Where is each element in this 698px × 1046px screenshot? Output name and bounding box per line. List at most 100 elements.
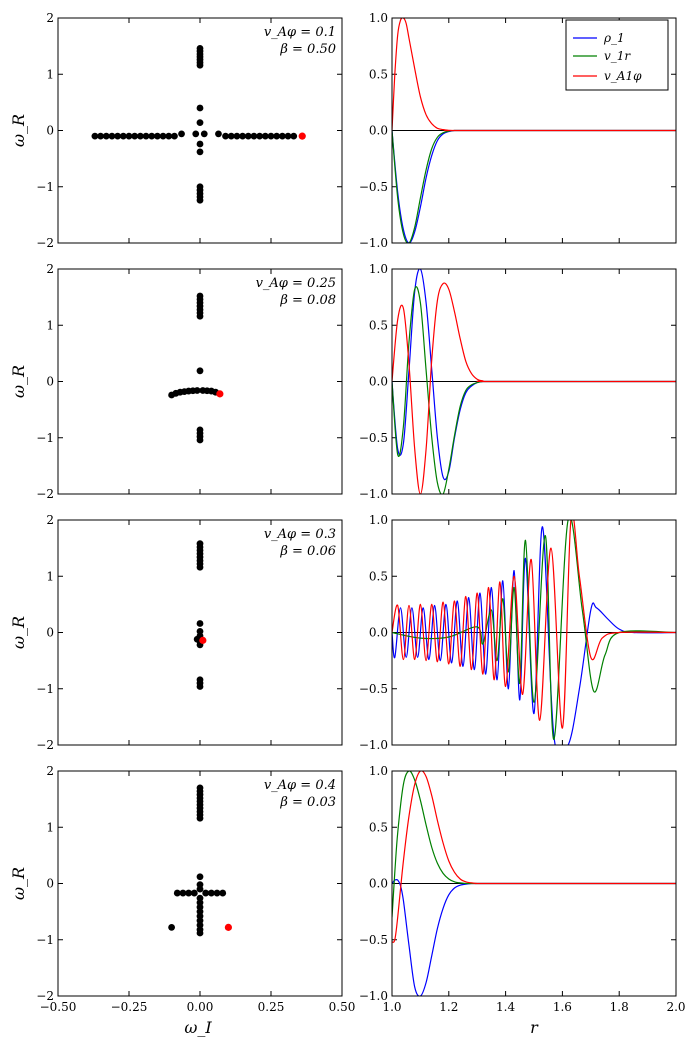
- annotation-valfven: v_Aφ = 0.4: [264, 778, 336, 793]
- y-tick-label: 0.5: [369, 569, 388, 583]
- y-tick-label: 2: [46, 262, 54, 276]
- eigenvalue-point: [193, 387, 201, 394]
- axes-frame: [391, 770, 677, 997]
- axes-frame: [391, 268, 677, 495]
- annotation-beta: β = 0.08: [279, 293, 336, 308]
- selected-eigenvalue-point: [216, 390, 224, 398]
- series-line: [392, 771, 676, 918]
- eigenvalue-point: [233, 132, 241, 140]
- y-axis-label: ω_R: [9, 114, 28, 147]
- eigenvalue-point: [196, 929, 204, 937]
- y-tick-label: −2: [36, 236, 54, 250]
- y-tick-label: 0.0: [369, 877, 388, 891]
- eigenvalue-point: [91, 132, 99, 140]
- x-tick-label: 1.0: [382, 1000, 401, 1014]
- series-line: [392, 878, 676, 996]
- x-tick-label: 2.0: [666, 1000, 685, 1014]
- eigenvalue-point: [168, 923, 176, 931]
- y-tick-label: −2: [36, 738, 54, 752]
- eigenvalue-point: [284, 132, 292, 140]
- eigenvalue-point: [196, 683, 204, 690]
- x-tick-label: −0.50: [40, 1000, 77, 1014]
- y-tick-label: −2: [36, 989, 54, 1003]
- eigenvalue-point: [102, 132, 110, 140]
- eigenvalue-point: [196, 140, 204, 148]
- row3-right-panel: −1.0 −0.5 0.0 0.5 1.0: [359, 513, 677, 752]
- eigenvalue-point: [196, 563, 204, 571]
- eigenvalue-point: [273, 132, 281, 140]
- right-x-axis-label: r: [530, 1018, 539, 1037]
- row4-right-panel: 1.0 1.2 1.4 1.6 1.8 2.0 −1.0 −0.5 0.0 0.5 1.0: [359, 764, 686, 1014]
- axes-frame: [391, 17, 677, 244]
- y-tick-label: 0.0: [369, 124, 388, 138]
- y-tick-label: 0: [46, 877, 54, 891]
- x-tick-label: 1.8: [610, 1000, 629, 1014]
- eigenvalue-point: [148, 132, 156, 140]
- series-line: [392, 520, 676, 729]
- axes-frame: [57, 770, 343, 997]
- y-tick-label: −1.0: [359, 236, 388, 250]
- eigenvalue-point: [119, 132, 127, 140]
- eigenvalue-point: [154, 132, 161, 140]
- y-tick-label: 0.5: [369, 318, 388, 332]
- eigenvalue-point: [200, 130, 208, 138]
- annotation-valfven: v_Aφ = 0.3: [264, 527, 336, 542]
- row2-left-panel: −2 −1 0 1 2 ω_R v_Aφ = 0.25 β = 0.08: [9, 262, 343, 501]
- y-tick-label: 0.5: [369, 820, 388, 834]
- eigenvalue-point: [136, 132, 144, 140]
- eigenvalue-point: [196, 814, 204, 822]
- eigenvalue-point: [173, 889, 181, 897]
- y-tick-label: −1: [36, 933, 54, 947]
- eigenvalue-point: [196, 148, 204, 156]
- x-tick-label: 0.25: [258, 1000, 285, 1014]
- series-line: [392, 18, 676, 132]
- y-tick-label: 1.0: [369, 513, 388, 527]
- series-line: [392, 129, 676, 243]
- y-tick-label: 0.5: [369, 67, 388, 81]
- y-tick-label: −1.0: [359, 487, 388, 501]
- series-line: [392, 771, 676, 943]
- series-line: [392, 520, 676, 741]
- y-axis-label: ω_R: [9, 616, 28, 649]
- y-tick-label: 2: [46, 513, 54, 527]
- eigenvalue-point: [244, 132, 252, 140]
- y-tick-label: −1.0: [359, 989, 388, 1003]
- x-tick-label: 1.2: [439, 1000, 458, 1014]
- eigenvalue-point: [250, 132, 258, 140]
- eigenvalue-point: [207, 889, 215, 897]
- annotation-beta: β = 0.03: [279, 795, 336, 810]
- eigenvalue-point: [192, 130, 200, 138]
- y-tick-label: 1: [46, 820, 54, 834]
- selected-eigenvalue-point: [224, 923, 232, 931]
- y-tick-label: −1: [36, 682, 54, 696]
- eigenvalue-point: [142, 132, 150, 140]
- y-tick-label: 0.0: [369, 626, 388, 640]
- eigenvalue-point: [196, 367, 204, 375]
- y-tick-label: 1: [46, 569, 54, 583]
- annotation-beta: β = 0.50: [279, 42, 336, 57]
- y-tick-label: 2: [46, 764, 54, 778]
- eigenvalue-point: [227, 132, 235, 140]
- left-x-axis-label: ω_I: [184, 1018, 212, 1037]
- y-axis-label: ω_R: [9, 867, 28, 900]
- y-tick-label: 1: [46, 318, 54, 332]
- y-tick-label: −0.5: [359, 180, 388, 194]
- eigenvalue-point: [267, 132, 275, 140]
- y-tick-label: −0.5: [359, 431, 388, 445]
- series-line: [392, 282, 676, 494]
- eigenvalue-point: [125, 132, 133, 140]
- eigenvalue-point: [114, 132, 122, 140]
- axes-frame: [57, 17, 343, 244]
- eigenvalue-point: [185, 889, 193, 897]
- y-axis-label: ω_R: [9, 365, 28, 398]
- axes-frame: [57, 519, 343, 746]
- x-tick-label: 1.6: [553, 1000, 572, 1014]
- y-tick-label: 0: [46, 124, 54, 138]
- annotation-beta: β = 0.06: [279, 544, 336, 559]
- eigenvalue-point: [196, 436, 204, 444]
- legend-label-v1r: v_1r: [604, 49, 631, 63]
- eigenvalue-point: [108, 132, 116, 140]
- eigenvalue-point: [171, 132, 178, 140]
